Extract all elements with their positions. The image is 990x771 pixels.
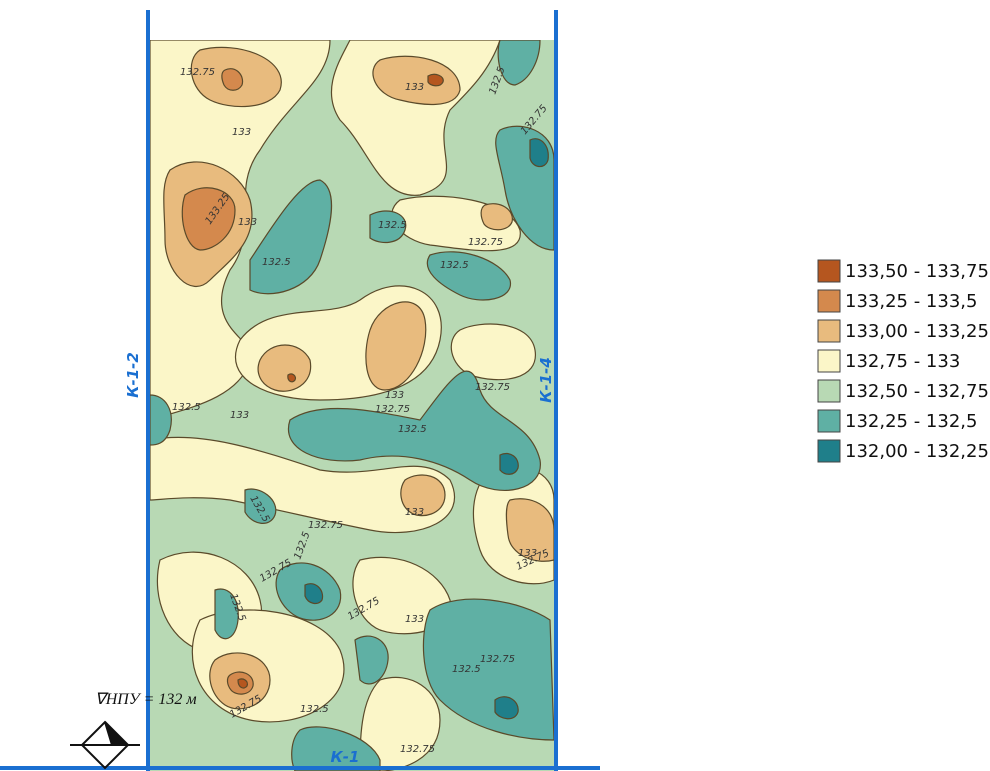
zone	[238, 679, 247, 688]
page: 132.75 133 133 132.5 132.75 133.25 133 1…	[0, 0, 990, 771]
contour-label: 132.5	[440, 260, 469, 271]
water-level: ∇НПУ = 132 м	[95, 691, 197, 708]
legend-swatch	[818, 410, 840, 432]
contour-label: 132.75	[468, 237, 503, 248]
legend-label: 133,50 - 133,75	[845, 261, 989, 282]
legend-swatch	[818, 260, 840, 282]
contour-label: 132.5	[300, 704, 329, 715]
contour-label: 133	[405, 614, 424, 625]
contour-label: 132.75	[480, 654, 515, 665]
canal-label: К-1	[331, 748, 360, 766]
zone	[288, 374, 296, 382]
contour-label: 133	[238, 217, 257, 228]
legend-swatch	[818, 380, 840, 402]
contour-map: 132.75 133 133 132.5 132.75 133.25 133 1…	[150, 40, 554, 771]
contour-label: 132.5	[172, 402, 201, 413]
legend-label: 133,00 - 133,25	[845, 321, 989, 342]
canal-label: К-1-2	[124, 352, 142, 398]
contour-label: 133	[232, 127, 251, 138]
legend-swatch	[818, 290, 840, 312]
zone	[258, 345, 311, 391]
contour-label: 132.75	[308, 520, 343, 531]
legend-label: 132,00 - 132,25	[845, 441, 989, 462]
legend: 133,50 - 133,75 133,25 - 133,5 133,00 - 13…	[818, 260, 989, 462]
legend-swatch	[818, 350, 840, 372]
legend-label: 132,25 - 132,5	[845, 411, 977, 432]
contour-label: 132.5	[378, 220, 407, 231]
legend-label: 132,50 - 132,75	[845, 381, 989, 402]
contour-label: 132.75	[400, 744, 435, 755]
contour-label: 132.75	[180, 67, 215, 78]
contour-label: 133	[405, 507, 424, 518]
contour-label: 132.5	[398, 424, 427, 435]
canal-label: К-1-4	[537, 357, 555, 403]
contour-label: 132.5	[452, 664, 481, 675]
contour-label: 132.75	[375, 404, 410, 415]
level-symbol	[70, 722, 140, 768]
legend-swatch	[818, 320, 840, 342]
zone	[428, 74, 443, 85]
contour-label: 133	[518, 548, 537, 559]
contour-label: 133	[405, 82, 424, 93]
contour-label: 132.5	[262, 257, 291, 268]
contour-label: 133	[385, 390, 404, 401]
contour-label: 132.75	[475, 382, 510, 393]
legend-label: 132,75 - 133	[845, 351, 960, 372]
contour-label: 133	[230, 410, 249, 421]
legend-swatch	[818, 440, 840, 462]
legend-label: 133,25 - 133,5	[845, 291, 977, 312]
